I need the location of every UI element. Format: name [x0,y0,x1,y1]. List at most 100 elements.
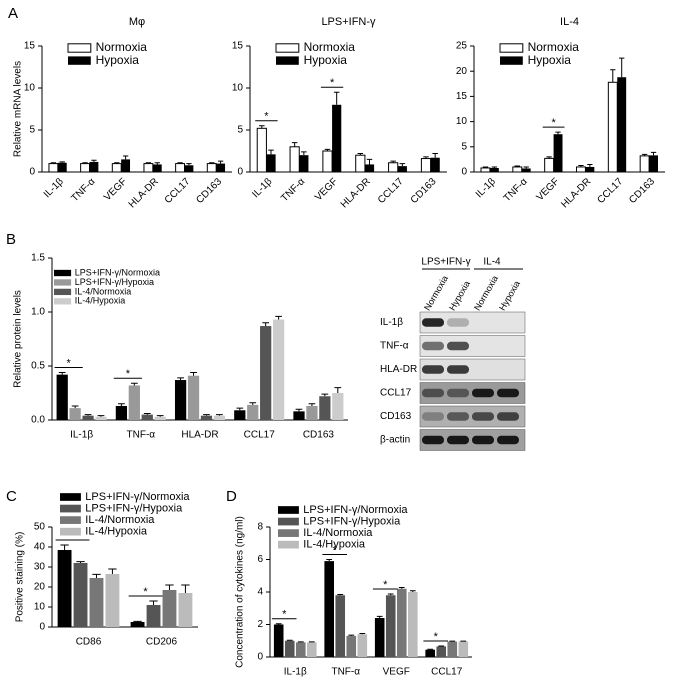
significance-mark: * [282,609,287,621]
error-bar [133,620,142,622]
bar [174,380,187,420]
bar [184,165,194,172]
significance-mark: * [143,586,148,598]
error-bar [122,155,129,160]
legend-label: IL-4/Normoxia [85,514,155,526]
error-bar [186,163,192,166]
bar [295,642,306,657]
blot-strip [419,358,526,381]
error-bar [587,163,593,167]
bar [335,595,346,657]
error-bar [50,162,57,164]
x-tick-label: HLA-DR [559,176,593,210]
blot-lane-label: Normoxia [422,274,450,312]
error-bar [333,91,340,105]
legend-swatch [54,298,72,305]
y-tick-label: 15 [24,41,36,52]
error-bar [60,544,69,550]
bar [332,104,342,172]
chart-title: LPS+IFN-γ [321,16,376,28]
legend-swatch [278,529,299,537]
bar [206,163,217,173]
error-bar [262,322,270,327]
bar [544,157,555,173]
error-bar [387,593,394,596]
x-tick-label: IL-1β [250,176,274,200]
y-tick-label: 40 [34,542,46,553]
legend-label: IL-4/Normoxia [303,527,373,539]
error-bar [359,632,366,635]
blot-lane-label: Hypoxia [497,279,522,312]
x-tick-label: CD86 [76,637,102,648]
x-tick-label: CCL17 [431,667,463,678]
legend-swatch [54,288,72,296]
error-bar [217,160,224,164]
bar [585,166,595,172]
significance-mark: * [67,357,72,369]
error-bar [578,164,584,167]
error-bar [610,69,616,83]
y-tick-label: 10 [232,83,244,94]
y-tick-label: 10 [34,602,46,613]
x-tick-label: VEGF [383,667,410,678]
legend-label: Hypoxia [304,53,348,67]
bar [121,159,131,172]
bar [213,415,226,420]
bar [115,405,128,420]
bar [293,411,305,420]
blot-band [447,435,469,445]
bar [178,593,193,627]
legend-swatch [278,517,299,526]
error-bar [108,568,117,574]
blot-band [447,365,469,374]
legend-swatch [54,279,72,286]
y-tick-label: 0 [29,167,35,178]
x-tick-label: HLA-DR [127,176,161,210]
bar [322,150,333,173]
legend-swatch [60,516,81,524]
significance-mark: * [126,368,131,380]
legend-swatch [278,540,299,549]
blot-band [497,412,519,421]
legend-swatch [500,56,523,65]
error-bar [514,165,520,167]
x-tick-label: HLA-DR [339,176,373,210]
bar [80,163,90,173]
error-bar [149,600,158,605]
error-bar [275,315,282,320]
bar [364,164,375,172]
blot-band [422,318,444,327]
legend-swatch [275,43,300,53]
x-tick-label: TNF-α [331,667,360,678]
y-tick-label: 50 [34,522,46,533]
bar [234,410,246,420]
bar [284,640,295,657]
y-tick-label: 5 [29,125,35,136]
legend-swatch [68,56,91,65]
y-tick-label: 0 [461,167,467,178]
y-tick-label: 25 [456,41,468,52]
x-tick-label: TNF-α [127,430,156,441]
error-bar [326,559,333,562]
bar [162,590,177,627]
y-tick-label: 6 [257,554,263,565]
bar [489,167,499,172]
significance-mark: * [333,544,338,556]
legend-label: Hypoxia [96,53,140,67]
x-tick-label: CCL17 [163,176,193,206]
legend-label: LPS+IFN-γ/Normoxia [85,491,190,503]
legend-swatch [499,43,524,53]
bar [82,415,94,420]
error-bar [546,156,552,159]
legend-label: Hypoxia [528,53,572,67]
x-tick-label: HLA-DR [181,430,218,441]
x-tick-label: CCL17 [376,176,406,206]
bar [216,163,226,172]
bar [130,622,145,627]
bar [111,163,122,173]
y-tick-label: 4 [257,587,263,598]
x-tick-label: VEGF [535,176,562,203]
y-tick-label: 0.5 [31,361,45,372]
x-tick-label: CCL17 [244,430,276,441]
error-bar [156,415,164,417]
